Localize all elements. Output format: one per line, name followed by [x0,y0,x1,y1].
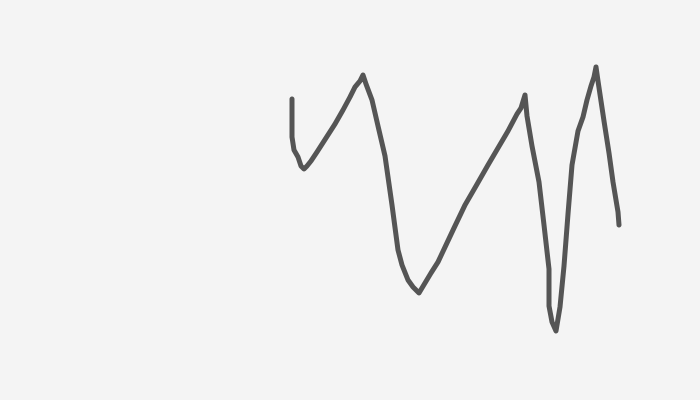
freehand-stroke [289,64,622,334]
